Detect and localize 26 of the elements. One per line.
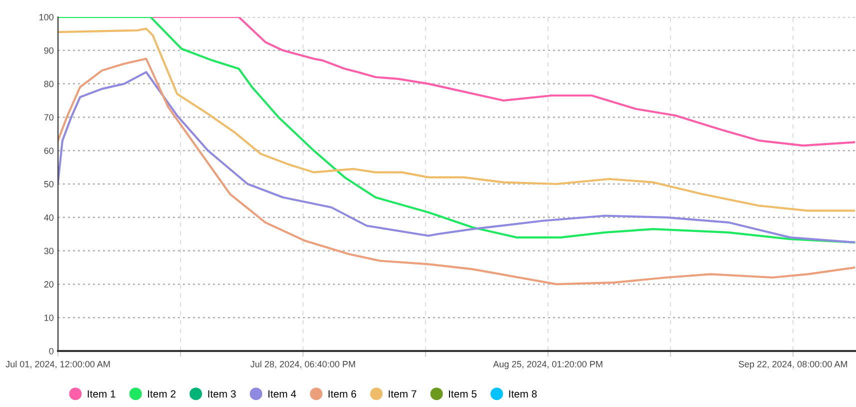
- legend-label: Item 5: [449, 390, 477, 398]
- line-series: [58, 71, 856, 244]
- y-tick-label: 30: [44, 248, 54, 254]
- legend-label: Item 1: [88, 390, 116, 398]
- legend-label: Item 8: [509, 390, 537, 398]
- legend-label: Item 7: [388, 390, 416, 398]
- y-tick-label: 50: [44, 180, 54, 188]
- legend-label: Item 3: [208, 390, 236, 398]
- y-tick-label: 60: [44, 148, 54, 154]
- x-tick-label: Jul 28, 2024, 06:40:00 PM: [250, 360, 355, 368]
- x-tick-label: Sep 22, 2024, 08:00:00 AM: [738, 360, 848, 370]
- x-tick-label: Jul 01, 2024, 12:00:00 AM: [6, 360, 110, 368]
- y-tick-label: 10: [44, 314, 54, 321]
- x-tick-label: Aug 25, 2024, 01:20:00 PM: [493, 360, 602, 370]
- legend-label: Item 6: [328, 390, 356, 398]
- y-tick-label: 70: [44, 114, 54, 121]
- legend-label: Item 4: [268, 390, 296, 398]
- legend-label: Item 2: [148, 390, 176, 398]
- y-tick-label: 80: [44, 80, 54, 88]
- y-tick-label: 40: [44, 214, 54, 221]
- line-series: [58, 28, 856, 212]
- y-tick-label: 100: [39, 14, 54, 20]
- y-tick-label: 90: [44, 47, 54, 54]
- line-series: [58, 58, 856, 286]
- y-tick-label: 20: [44, 281, 54, 288]
- y-tick-label: 0: [49, 348, 54, 354]
